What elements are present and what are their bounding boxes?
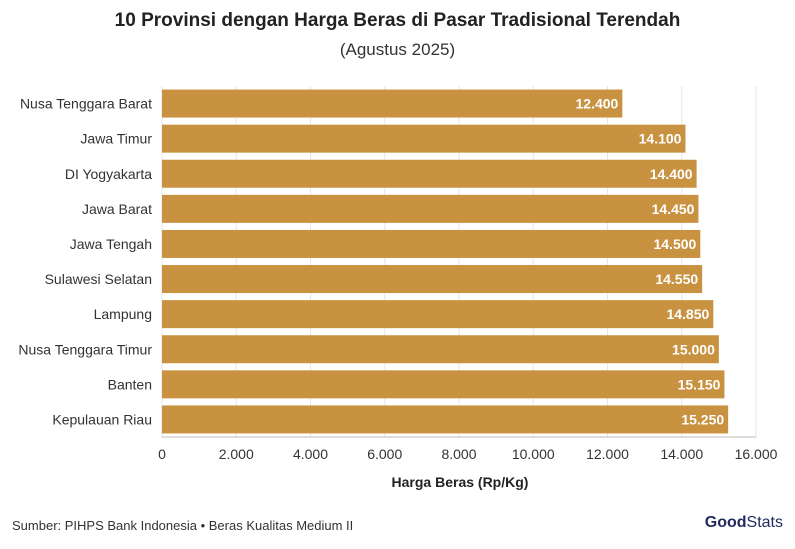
bar bbox=[162, 300, 714, 329]
bar bbox=[162, 89, 623, 118]
bar bbox=[162, 194, 699, 223]
bar bbox=[162, 124, 686, 153]
x-tick-label: 4.000 bbox=[293, 446, 328, 462]
x-tick-label: 16.000 bbox=[735, 446, 778, 462]
data-label: 14.850 bbox=[666, 306, 709, 322]
x-tick-label: 2.000 bbox=[219, 446, 254, 462]
x-tick-label: 0 bbox=[158, 446, 166, 462]
bar bbox=[162, 265, 703, 294]
data-label: 15.000 bbox=[672, 341, 715, 357]
x-tick-labels: 0 2.000 4.000 6.000 8.000 10.000 12.000 14.000 1… bbox=[158, 446, 778, 462]
bar bbox=[162, 335, 719, 364]
category-label: Jawa Barat bbox=[82, 201, 152, 217]
category-label: Kepulauan Riau bbox=[52, 411, 152, 427]
x-tick-label: 8.000 bbox=[441, 446, 476, 462]
data-label: 14.450 bbox=[652, 201, 695, 217]
category-label: Nusa Tenggara Timur bbox=[18, 341, 152, 357]
data-label: 14.400 bbox=[650, 166, 693, 182]
chart-subtitle: (Agustus 2025) bbox=[339, 40, 456, 59]
x-tick-label: 12.000 bbox=[586, 446, 629, 462]
goodstats-logo: Good Stats bbox=[705, 514, 783, 532]
bar bbox=[162, 229, 701, 258]
x-tick-label: 6.000 bbox=[367, 446, 402, 462]
category-label: Jawa Timur bbox=[80, 131, 152, 147]
data-label: 12.400 bbox=[576, 96, 619, 112]
category-label: Lampung bbox=[94, 306, 152, 322]
category-label: DI Yogyakarta bbox=[65, 166, 152, 182]
source-note: Sumber: PIHPS Bank Indonesia • Beras Kua… bbox=[12, 518, 354, 533]
x-tick-label: 10.000 bbox=[512, 446, 555, 462]
category-label: Jawa Tengah bbox=[70, 236, 152, 252]
data-label: 14.500 bbox=[653, 236, 696, 252]
logo-stats-text: Stats bbox=[746, 514, 783, 531]
data-label: 14.100 bbox=[639, 131, 682, 147]
data-labels: 12.400 14.100 14.400 14.450 14.500 14.550 14.8… bbox=[576, 96, 725, 428]
bar bbox=[162, 159, 697, 188]
bar bbox=[162, 405, 729, 434]
category-labels: Nusa Tenggara Barat Jawa Timur DI Yogyakar… bbox=[18, 96, 152, 428]
data-label: 14.550 bbox=[655, 271, 698, 287]
x-axis-label: Harga Beras (Rp/Kg) bbox=[392, 474, 529, 490]
category-label: Banten bbox=[108, 376, 152, 392]
bar-chart: Nusa Tenggara Barat Jawa Timur DI Yogyakar… bbox=[18, 86, 778, 490]
data-label: 15.150 bbox=[678, 376, 721, 392]
logo-good-text: Good bbox=[704, 514, 747, 531]
chart-title: 10 Provinsi dengan Harga Beras di Pasar … bbox=[114, 10, 681, 31]
category-label: Nusa Tenggara Barat bbox=[20, 96, 152, 112]
category-label: Sulawesi Selatan bbox=[45, 271, 152, 287]
bars bbox=[162, 89, 729, 434]
x-tick-label: 14.000 bbox=[660, 446, 703, 462]
data-label: 15.250 bbox=[681, 411, 724, 427]
bar bbox=[162, 370, 725, 399]
